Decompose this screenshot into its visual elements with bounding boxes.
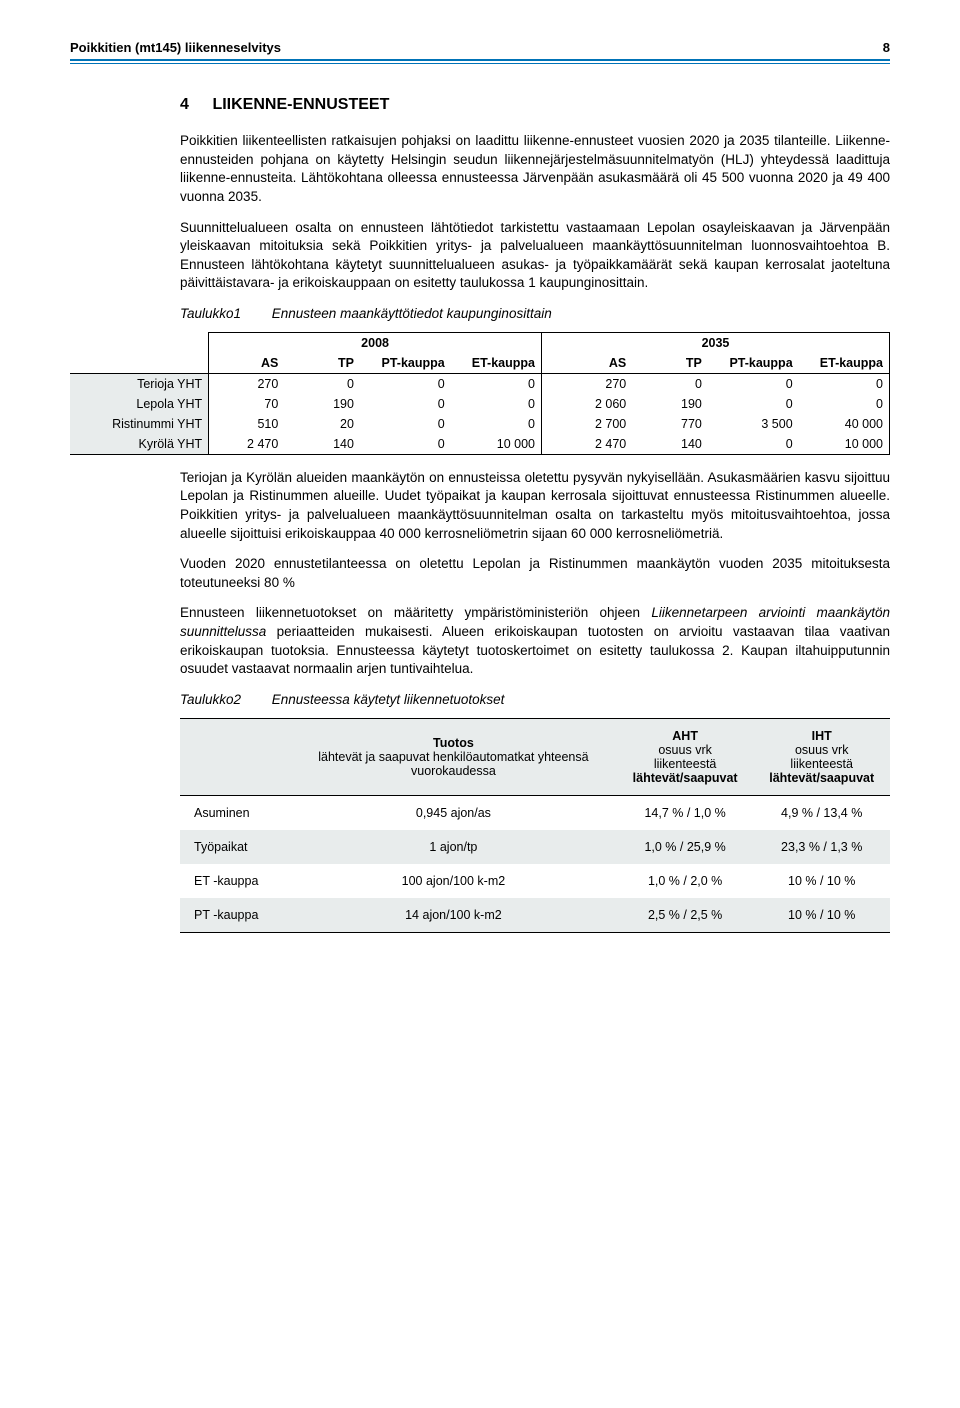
table1-col: TP bbox=[284, 353, 360, 374]
table1-year-2035: 2035 bbox=[541, 332, 889, 353]
paragraph-1: Poikkitien liikenteellisten ratkaisujen … bbox=[180, 132, 890, 207]
table-row: Lepola YHT 70 190 0 0 2 060 190 0 0 bbox=[70, 394, 890, 414]
doc-title: Poikkitien (mt145) liikenneselvitys bbox=[70, 40, 281, 55]
table1-caption: Taulukko1 Ennusteen maankäyttötiedot kau… bbox=[180, 305, 890, 324]
table1-caption-label: Taulukko1 bbox=[180, 305, 268, 324]
row-label: Ristinummi YHT bbox=[70, 414, 209, 434]
page-header: Poikkitien (mt145) liikenneselvitys 8 bbox=[70, 40, 890, 55]
table-row: ET -kauppa 100 ajon/100 k-m2 1,0 % / 2,0… bbox=[180, 864, 890, 898]
table-row: Terioja YHT 270 0 0 0 270 0 0 0 bbox=[70, 373, 890, 394]
table1-col: PT-kauppa bbox=[708, 353, 799, 374]
section-heading: 4 LIIKENNE-ENNUSTEET bbox=[180, 96, 890, 114]
table1: 2008 2035 AS TP PT-kauppa ET-kauppa AS T… bbox=[70, 332, 890, 455]
row-label: Lepola YHT bbox=[70, 394, 209, 414]
table2: Tuotos lähtevät ja saapuvat henkilöautom… bbox=[180, 718, 890, 933]
table1-year-2008: 2008 bbox=[209, 332, 542, 353]
header-rule-thick bbox=[70, 59, 890, 61]
paragraph-4: Vuoden 2020 ennustetilanteessa on oletet… bbox=[180, 555, 890, 592]
table2-caption-text: Ennusteessa käytetyt liikennetuotokset bbox=[272, 692, 505, 707]
t2-head-tuotos: Tuotos lähtevät ja saapuvat henkilöautom… bbox=[290, 718, 617, 795]
table1-col: ET-kauppa bbox=[799, 353, 890, 374]
paragraph-2: Suunnittelualueen osalta on ennusteen lä… bbox=[180, 219, 890, 294]
header-rule-thin bbox=[70, 63, 890, 64]
table1-col: AS bbox=[541, 353, 632, 374]
table2-caption-label: Taulukko2 bbox=[180, 691, 268, 710]
table-row: Asuminen 0,945 ajon/as 14,7 % / 1,0 % 4,… bbox=[180, 795, 890, 830]
section-number: 4 bbox=[180, 96, 208, 114]
table-row: Työpaikat 1 ajon/tp 1,0 % / 25,9 % 23,3 … bbox=[180, 830, 890, 864]
page-number: 8 bbox=[883, 40, 890, 55]
table-row: Kyrölä YHT 2 470 140 0 10 000 2 470 140 … bbox=[70, 434, 890, 455]
row-label: ET -kauppa bbox=[180, 864, 290, 898]
row-label: Asuminen bbox=[180, 795, 290, 830]
table-row: Ristinummi YHT 510 20 0 0 2 700 770 3 50… bbox=[70, 414, 890, 434]
table1-col: AS bbox=[209, 353, 285, 374]
table1-caption-text: Ennusteen maankäyttötiedot kaupunginosit… bbox=[272, 306, 552, 321]
row-label: Terioja YHT bbox=[70, 373, 209, 394]
table1-col: TP bbox=[632, 353, 708, 374]
table-row: PT -kauppa 14 ajon/100 k-m2 2,5 % / 2,5 … bbox=[180, 898, 890, 933]
section-title: LIIKENNE-ENNUSTEET bbox=[212, 96, 389, 113]
paragraph-3: Teriojan ja Kyrölän alueiden maankäytön … bbox=[180, 469, 890, 544]
table1-col: PT-kauppa bbox=[360, 353, 451, 374]
t2-head-aht: AHT osuus vrk liikenteestä lähtevät/saap… bbox=[617, 718, 754, 795]
row-label: PT -kauppa bbox=[180, 898, 290, 933]
table2-caption: Taulukko2 Ennusteessa käytetyt liikennet… bbox=[180, 691, 890, 710]
row-label: Kyrölä YHT bbox=[70, 434, 209, 455]
row-label: Työpaikat bbox=[180, 830, 290, 864]
t2-head-iht: IHT osuus vrk liikenteestä lähtevät/saap… bbox=[753, 718, 890, 795]
paragraph-5: Ennusteen liikennetuotokset on määritett… bbox=[180, 604, 890, 679]
table1-col: ET-kauppa bbox=[451, 353, 542, 374]
